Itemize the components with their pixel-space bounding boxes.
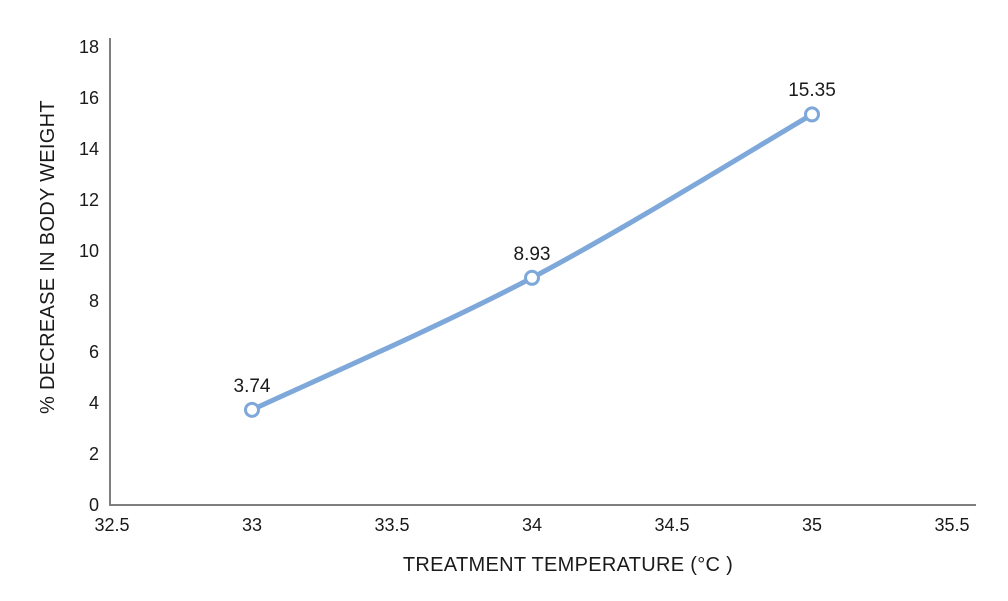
x-tick-label: 33 (241, 515, 263, 535)
y-tick-label: 16 (78, 87, 99, 108)
data-point-marker (804, 106, 820, 123)
x-axis-title: TREATMENT TEMPERATURE (°C ) (402, 554, 734, 576)
data-point-label: 8.93 (513, 243, 551, 265)
y-axis-title: % DECREASE IN BODY WEIGHT (37, 100, 59, 414)
y-tick-label: 2 (88, 444, 99, 465)
x-tick-label: 35 (801, 515, 823, 535)
data-point-marker (524, 269, 540, 286)
data-point-label: 3.74 (233, 375, 271, 397)
y-tick-label: 10 (78, 240, 99, 261)
y-tick-label: 14 (78, 138, 99, 159)
y-tick-label: 18 (78, 37, 99, 57)
data-point-marker (244, 401, 260, 418)
y-tick-label: 4 (88, 393, 99, 414)
x-tick-label: 35.5 (934, 515, 970, 535)
data-point-label: 15.35 (788, 80, 836, 102)
x-tick-label: 33.5 (374, 515, 410, 535)
y-tick-label: 12 (78, 189, 99, 210)
x-tick-label: 34.5 (654, 515, 690, 535)
x-tick-label: 32.5 (94, 515, 130, 535)
x-tick-label: 34 (521, 515, 543, 535)
y-tick-label: 6 (88, 342, 99, 363)
y-tick-label: 0 (88, 495, 99, 515)
y-tick-label: 8 (88, 291, 99, 312)
